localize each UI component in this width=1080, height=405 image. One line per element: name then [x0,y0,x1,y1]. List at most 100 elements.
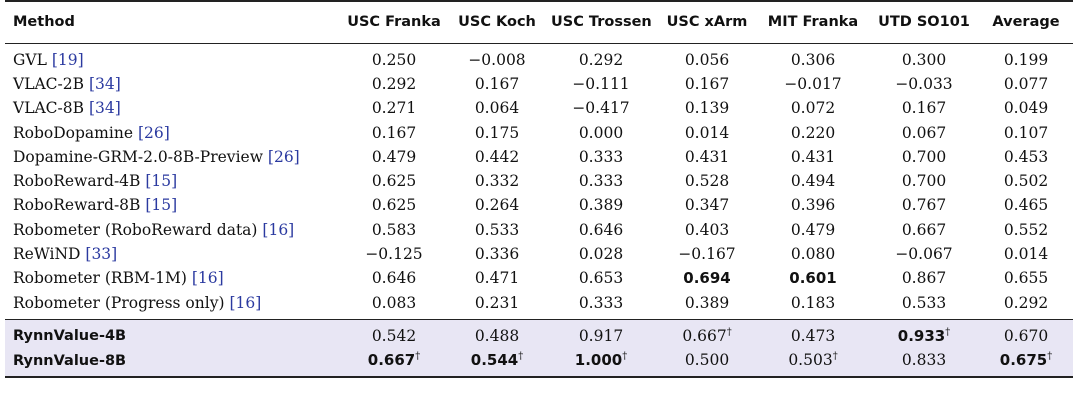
value-cell: −0.008 [468,50,526,69]
value-cell: 0.347 [684,196,730,215]
average-cell: 0.670 [979,318,1073,349]
value-cell: 0.479 [790,220,836,239]
value-cell-best: 0.544† [449,348,545,379]
value-cell-best: 0.601 [757,266,869,290]
value-cell: 0.473 [757,318,869,349]
value-cell: 0.533 [901,293,947,312]
table-row: Dopamine-GRM-2.0-8B-Preview [26] 0.479 0… [5,145,1073,169]
table-row: RoboReward-8B [15] 0.625 0.264 0.389 0.3… [5,193,1073,217]
value-cell: 0.183 [790,293,836,312]
value-cell: 0.292 [578,50,624,69]
citation-link[interactable]: [15] [145,196,178,215]
value-cell: 0.250 [371,50,417,69]
citation-link[interactable]: [33] [85,245,118,264]
value-cell: 0.014 [684,123,730,142]
value-cell-best: 0.933† [869,318,979,349]
best-value: 0.544 [470,351,519,370]
table-row: Robometer (RoboReward data) [16] 0.583 0… [5,218,1073,242]
value-cell: 0.220 [790,123,836,142]
citation-link[interactable]: [16] [191,269,224,288]
value-cell: 0.542 [339,318,449,349]
table-row: ReWiND [33] −0.125 0.336 0.028 −0.167 0.… [5,242,1073,266]
average-cell: 0.552 [1003,220,1049,239]
average-cell: 0.292 [1003,293,1049,312]
citation-link[interactable]: [26] [137,123,170,142]
citation-link[interactable]: [26] [267,147,300,166]
value-cell: 0.167 [684,74,730,93]
header-utd-so101: UTD SO101 [869,0,979,44]
value-cell: 0.646 [371,269,417,288]
dagger-mark: † [945,326,951,338]
value-cell: 0.533 [474,220,520,239]
value-cell: 0.333 [578,293,624,312]
average-cell: 0.199 [1003,50,1049,69]
value-cell: 0.271 [371,99,417,118]
results-table-container: Method USC Franka USC Koch USC Trossen U… [5,0,1073,379]
value-cell: 0.056 [684,50,730,69]
method-cell: RynnValue-4B [5,318,339,349]
method-cell: GVL [19] [5,43,339,72]
value-cell: 0.625 [371,196,417,215]
average-cell: 0.014 [1003,245,1049,264]
value-cell-best: 1.000† [545,348,657,379]
citation-link[interactable]: [19] [51,50,84,69]
ours-rows: RynnValue-4B 0.542 0.488 0.917 0.667† 0.… [5,318,1073,379]
value-cell: 0.292 [371,74,417,93]
value-cell: 0.653 [578,269,624,288]
value-cell: 0.264 [474,196,520,215]
value-cell: 0.300 [901,50,947,69]
value-cell: 0.431 [684,147,730,166]
table-row: Robometer (Progress only) [16] 0.083 0.2… [5,290,1073,319]
dagger-mark: † [622,351,628,363]
value-cell-best: 0.667† [339,348,449,379]
method-name: RoboReward-4B [13,172,141,191]
table-row-ours: RynnValue-8B 0.667† 0.544† 1.000† 0.500 … [5,348,1073,379]
citation-link[interactable]: [16] [262,220,295,239]
header-usc-xarm: USC xArm [657,0,757,44]
method-cell: Robometer (RBM-1M) [16] [5,266,339,290]
method-name: RoboReward-8B [13,196,141,215]
value-cell: 0.479 [371,147,417,166]
value-cell: 0.528 [684,172,730,191]
citation-link[interactable]: [16] [229,293,262,312]
method-name: ReWiND [13,245,81,264]
method-cell: Dopamine-GRM-2.0-8B-Preview [26] [5,145,339,169]
value-cell: −0.125 [365,245,423,264]
value-cell: 0.028 [578,245,624,264]
value-cell: 0.503† [757,348,869,379]
value-cell: 0.442 [474,147,520,166]
value-cell: 0.083 [371,293,417,312]
value-cell: 0.231 [474,293,520,312]
cell-value: 0.667 [682,326,727,345]
method-cell: VLAC-8B [34] [5,96,339,120]
method-name: Robometer (Progress only) [13,293,225,312]
value-cell: 0.389 [578,196,624,215]
value-cell: 0.500 [657,348,757,379]
value-cell: 0.403 [684,220,730,239]
value-cell: −0.111 [572,74,630,93]
value-cell: 0.072 [790,99,836,118]
table-row-ours: RynnValue-4B 0.542 0.488 0.917 0.667† 0.… [5,318,1073,349]
best-value: 0.933 [897,326,946,345]
value-cell: 0.700 [901,147,947,166]
value-cell: 0.167 [901,99,947,118]
method-cell: RoboReward-8B [15] [5,193,339,217]
citation-link[interactable]: [34] [88,74,121,93]
value-cell: 0.080 [790,245,836,264]
table-row: RoboDopamine [26] 0.167 0.175 0.000 0.01… [5,120,1073,144]
value-cell: 0.625 [371,172,417,191]
method-cell: Robometer (RoboReward data) [16] [5,218,339,242]
value-cell: 0.306 [790,50,836,69]
citation-link[interactable]: [15] [145,172,178,191]
method-name: VLAC-2B [13,74,85,93]
value-cell: 0.167 [474,74,520,93]
method-cell: Robometer (Progress only) [16] [5,290,339,319]
value-cell: 0.333 [578,172,624,191]
value-cell: 0.471 [474,269,520,288]
average-cell: 0.465 [1003,196,1049,215]
method-name: RynnValue-4B [13,328,127,345]
value-cell: 0.067 [901,123,947,142]
table-row: VLAC-2B [34] 0.292 0.167 −0.111 0.167 −0… [5,72,1073,96]
citation-link[interactable]: [34] [88,99,121,118]
table-row: Robometer (RBM-1M) [16] 0.646 0.471 0.65… [5,266,1073,290]
